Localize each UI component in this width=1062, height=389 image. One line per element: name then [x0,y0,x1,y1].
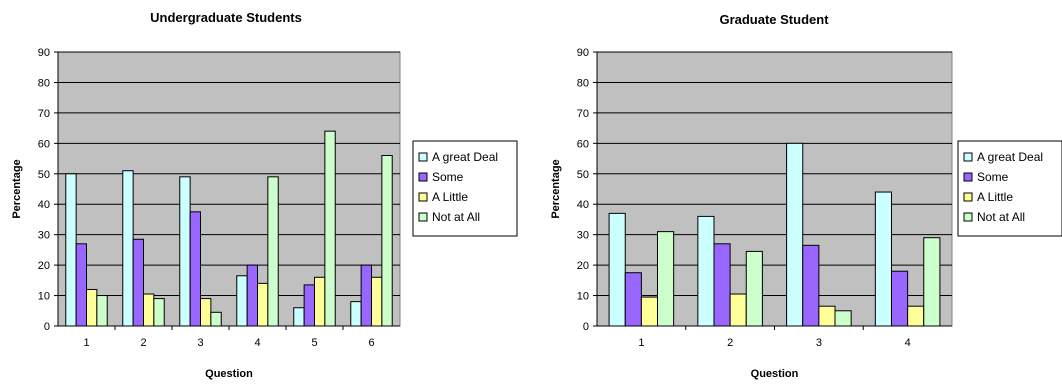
chart1-legend-swatch [418,172,428,182]
chart1-bar [132,238,145,327]
chart1-bar [200,298,212,327]
chart1-legend-label: A Little [432,190,468,204]
chart2-y-tick-label: 60 [577,138,589,150]
chart1-bar [246,264,259,327]
chart2-legend-label: A Little [977,190,1013,204]
chart2-y-tick-label: 50 [577,169,589,181]
chart2-bar [786,142,804,327]
chart1-legend-label: Not at All [432,210,480,224]
chart2-bar [745,250,763,327]
chart2-legend-swatch [963,192,973,202]
chart2-y-tick-label: 80 [577,77,589,89]
chart1-y-tick-label: 80 [38,77,50,89]
chart2-y-axis-label: Percentage [550,159,562,218]
chart2-y-tick-label: 90 [577,47,589,59]
chart1-bar [381,155,393,327]
chart1-legend-swatch [418,192,428,202]
chart1-y-tick-label: 0 [44,321,50,333]
chart1-bar [360,264,372,327]
chart2-bar [624,272,642,327]
chart1-bar [314,276,326,327]
chart1-y-tick-label: 40 [38,199,50,211]
chart2-legend-label: A great Deal [977,150,1043,164]
chart1-x-tick-label: 1 [83,337,89,349]
chart2-title: Graduate Student [719,12,829,27]
chart2-x-tick-label: 2 [727,337,733,349]
chart1-bar [210,311,222,327]
chart1-y-tick-label: 20 [38,260,50,272]
chart2-bar [907,305,925,327]
chart1-y-tick-label: 10 [38,291,50,303]
chart2-bar [923,237,941,327]
chart2-x-axis-label: Question [751,368,799,380]
chart1-bar [96,295,108,327]
chart2-legend [957,140,1062,237]
chart1-legend-swatch [418,152,428,162]
chart1-bar [86,288,98,327]
chart1-bar [236,275,248,327]
chart2-x-tick-label: 1 [638,337,644,349]
chart1-bar [293,307,305,327]
chart1-legend-label: A great Deal [432,150,498,164]
chart2-x-tick-label: 4 [905,337,911,349]
chart1-bar [267,176,279,327]
chart2-bar [640,296,659,327]
chart2-bar [657,231,675,327]
chart2-bar [802,244,820,327]
chart2-y-tick-label: 10 [577,291,589,303]
chart1-x-tick-label: 6 [368,337,374,349]
chart2-bar [818,305,836,327]
chart1-y-tick-label: 70 [38,108,50,120]
chart1-y-tick-label: 60 [38,138,50,150]
chart2-y-tick-label: 20 [577,260,589,272]
chart1-legend [412,140,518,237]
chart2-legend-swatch [963,152,973,162]
chart1-bar [179,176,191,327]
chart1-x-tick-label: 2 [140,337,146,349]
chart1-bar [75,243,87,327]
chart1-bar [122,170,134,327]
chart2-x-tick-label: 3 [816,337,822,349]
chart2-bar [729,293,747,327]
chart2-y-tick-label: 40 [577,199,589,211]
chart2-legend-label: Some [977,170,1009,184]
chart1-bar [153,298,165,327]
chart1-bar [257,282,269,327]
chart1-y-axis-label: Percentage [11,159,23,218]
chart2-y-tick-label: 70 [577,108,589,120]
chart1-y-tick-label: 50 [38,169,50,181]
chart1-x-tick-label: 5 [311,337,317,349]
chart2-legend-swatch [963,212,973,222]
chart1-bar [65,173,77,327]
chart1-bar [350,301,362,327]
chart1-bar [143,293,155,327]
chart2-y-tick-label: 30 [577,230,589,242]
chart1-x-tick-label: 4 [254,337,260,349]
chart1-x-axis-label: Question [205,368,253,380]
chart2-y-tick-label: 0 [583,321,589,333]
chart1-x-tick-label: 3 [197,337,203,349]
chart1-legend-label: Some [432,170,464,184]
chart1-legend-swatch [418,212,428,222]
chart2-bar [697,215,715,327]
chart1-title: Undergraduate Students [150,10,302,25]
chart2-bar [608,212,626,327]
chart2-bar [890,270,909,327]
chart2-bar [834,310,852,327]
chart2-bar [713,243,731,327]
chart2-bar [874,191,892,327]
chart1-bar [324,130,336,327]
chart1-y-tick-label: 30 [38,230,50,242]
chart2-legend-swatch [963,172,973,182]
chart2-legend-label: Not at All [977,210,1025,224]
chart1-bar [189,211,202,327]
chart1-bar [303,284,315,327]
chart1-plot-area [57,51,401,327]
chart1-y-tick-label: 90 [38,47,50,59]
chart1-bar [371,276,383,327]
